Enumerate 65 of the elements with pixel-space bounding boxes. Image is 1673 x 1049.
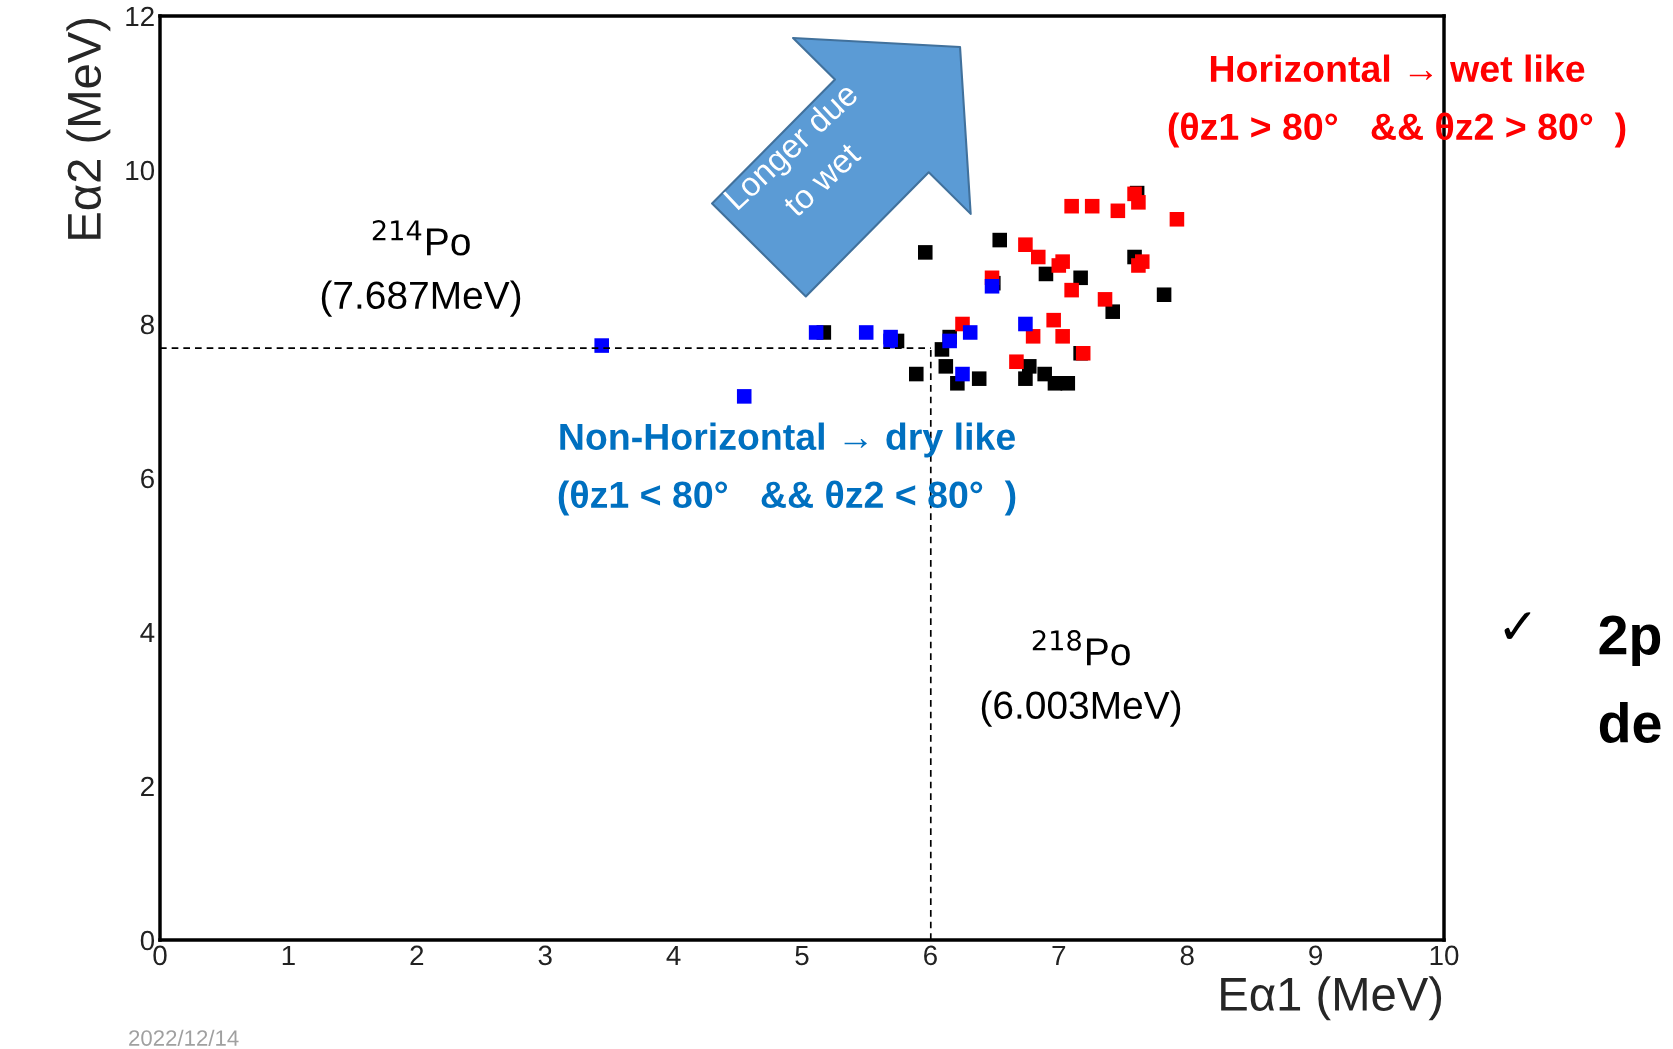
point: [1097, 292, 1113, 307]
point: [1018, 237, 1033, 252]
point: [955, 366, 970, 382]
annotation: $^{218}$Po (6.003MeV): [981, 630, 1181, 727]
point: [938, 359, 954, 374]
text: 2022/12/14: [129, 1029, 239, 1046]
x-tick-label: 8: [1180, 945, 1194, 966]
annotation: (θz1 < 80° && θz2 < 80° ): [558, 480, 1016, 516]
y-tick-label: 8: [140, 314, 154, 335]
point: [1131, 195, 1146, 210]
y-axis-title: Eα2 (MeV): [66, 18, 111, 239]
text: de: [1599, 702, 1661, 743]
x-tick-label: 6: [924, 945, 937, 966]
point: [594, 338, 609, 353]
y-tick-label: 12: [126, 6, 154, 27]
annotation: Non-Horizontal → dry like: [560, 422, 1015, 458]
point: [1156, 287, 1172, 303]
annotation: $^{214}$Po (7.687MeV): [321, 220, 521, 317]
point: [1038, 266, 1054, 282]
x-tick-label: 1: [282, 945, 295, 965]
point: [917, 245, 933, 260]
point: [1169, 212, 1185, 227]
point: [942, 333, 957, 349]
point: [1131, 258, 1146, 273]
x-tick-label: 2: [410, 945, 424, 965]
y-tick-label: 6: [141, 468, 154, 489]
point: [1064, 282, 1079, 298]
point: [971, 371, 987, 386]
x-tick-label: 3: [538, 945, 552, 966]
point: [1055, 329, 1070, 344]
y-tick-label: 0: [140, 930, 155, 951]
point: [736, 389, 752, 404]
point: [1018, 316, 1033, 332]
point: [1046, 312, 1061, 328]
x-tick-label: 9: [1309, 945, 1323, 966]
point: [908, 366, 924, 382]
y-tick-label: 2: [141, 776, 154, 797]
x-tick-label: 4: [666, 945, 681, 965]
x-tick-label: 5: [795, 945, 809, 966]
y-tick-label: 10: [126, 160, 155, 181]
point: [1060, 376, 1076, 391]
point: [1051, 258, 1067, 273]
x-axis-title: Eα1 (MeV): [1221, 976, 1442, 1021]
point: [1047, 376, 1063, 391]
point: [962, 325, 978, 340]
annotation: Horizontal → wet like: [1210, 54, 1585, 83]
text: ✓: [1504, 612, 1531, 639]
point: [1073, 270, 1088, 286]
point: [1110, 203, 1126, 219]
x-tick-label: 7: [1052, 945, 1066, 965]
point: [808, 325, 824, 340]
point: [1084, 198, 1100, 214]
point: [883, 333, 898, 349]
y-tick-label: 4: [140, 622, 155, 643]
point: [1018, 371, 1033, 386]
point: [1030, 249, 1046, 265]
point: [1064, 198, 1079, 214]
point: [1037, 366, 1052, 382]
point: [992, 232, 1008, 248]
point: [1009, 354, 1024, 370]
point: [858, 325, 874, 340]
x-tick-label: 10: [1430, 945, 1459, 966]
point: [1025, 329, 1041, 344]
point: [1105, 304, 1121, 319]
text: 2p: [1599, 615, 1661, 666]
